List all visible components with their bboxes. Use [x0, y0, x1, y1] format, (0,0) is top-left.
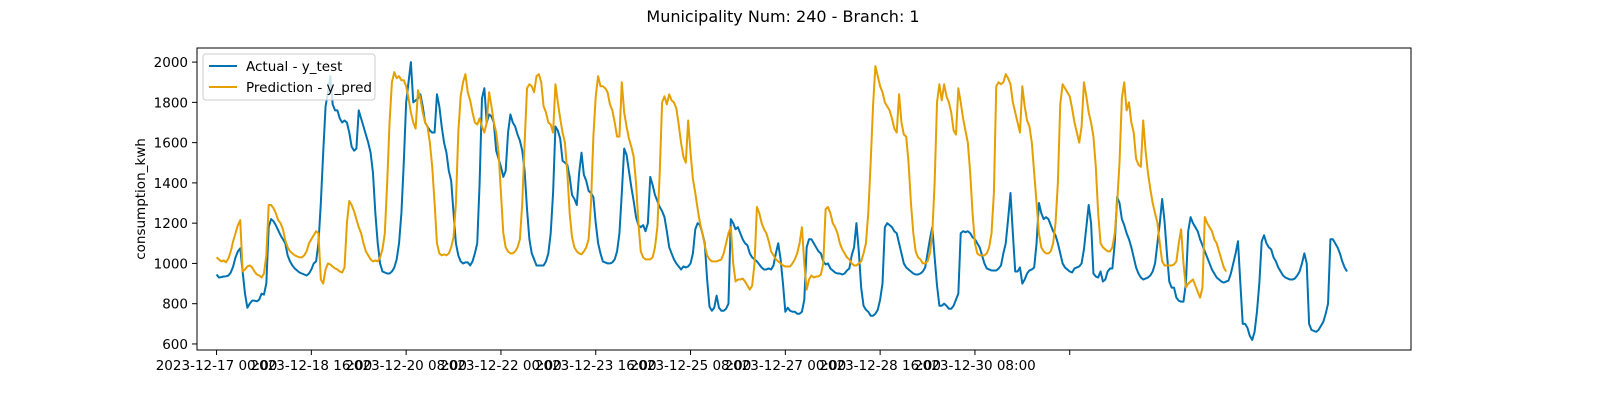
x-tick-label-6: 2023-12-27 00:00 [725, 358, 847, 374]
y-tick-label-3: 1200 [154, 216, 188, 232]
legend: Actual - y_test Prediction - y_pred [202, 53, 376, 101]
y-tick-label-0: 600 [162, 337, 188, 353]
x-tick-label-5: 2023-12-25 08:00 [630, 358, 752, 374]
y-tick-label-4: 1400 [154, 176, 188, 192]
x-tick-label-7: 2023-12-28 16:00 [819, 358, 941, 374]
x-tick-label-8: 2023-12-30 08:00 [914, 358, 1036, 374]
y-axis-label: consumption_kwh [133, 138, 149, 260]
legend-box [202, 53, 376, 101]
x-tick-label-3: 2023-12-22 00:00 [440, 358, 562, 374]
y-tick-label-1: 800 [162, 297, 188, 313]
y-tick-label-2: 1000 [154, 256, 188, 272]
y-tick-label-7: 2000 [154, 55, 188, 71]
x-tick-label-0: 2023-12-17 00:00 [156, 358, 278, 374]
chart-title: Municipality Num: 240 - Branch: 1 [646, 7, 919, 26]
y-tick-label-6: 1800 [154, 95, 188, 111]
x-tick-label-1: 2023-12-18 16:00 [251, 358, 373, 374]
series-layer [215, 61, 1348, 341]
y-tick-label-5: 1600 [154, 136, 188, 152]
x-tick-label-2: 2023-12-20 08:00 [345, 358, 467, 374]
axes-layer: 600 800 1000 1200 1400 1600 1800 2000 2023-12-17… [154, 47, 1412, 374]
legend-label-actual: Actual - y_test [246, 59, 342, 75]
legend-label-prediction: Prediction - y_pred [246, 80, 372, 96]
x-tick-label-4: 2023-12-23 16:00 [535, 358, 657, 374]
plot-frame [196, 47, 1412, 351]
series-line-1 [215, 65, 1228, 299]
